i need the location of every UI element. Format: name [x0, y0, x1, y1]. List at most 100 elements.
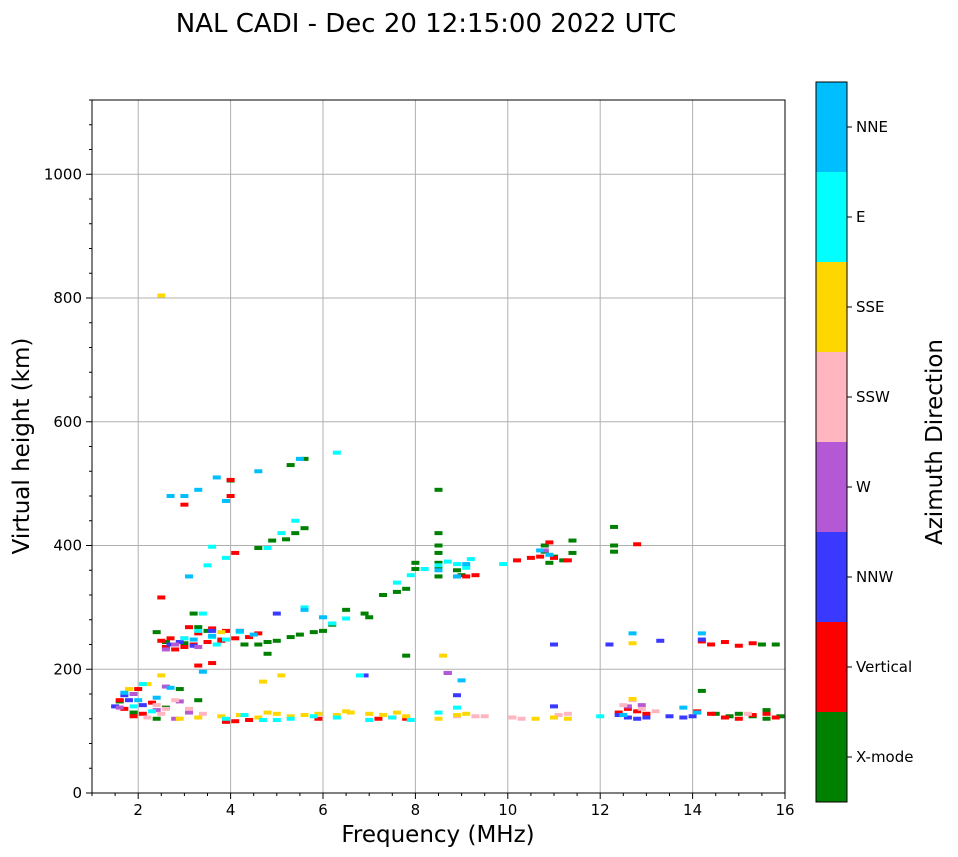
- point-x-mode: [762, 708, 771, 713]
- point-w: [171, 716, 180, 721]
- point-vertical: [226, 477, 235, 482]
- point-nne: [189, 637, 198, 642]
- colorbar-tick-label: Vertical: [856, 658, 912, 676]
- point-e: [208, 544, 217, 549]
- point-e: [365, 717, 374, 722]
- point-e: [203, 563, 212, 568]
- point-nnw: [605, 642, 614, 647]
- point-nne: [152, 695, 161, 700]
- point-x-mode: [161, 640, 170, 645]
- y-tick-label: 0: [72, 784, 82, 802]
- point-ssw: [152, 703, 161, 708]
- point-ssw: [517, 716, 526, 721]
- point-x-mode: [342, 607, 351, 612]
- point-e: [332, 450, 341, 455]
- point-nne: [166, 494, 175, 498]
- point-x-mode: [610, 543, 619, 548]
- point-vertical: [707, 642, 716, 647]
- point-x-mode: [360, 611, 369, 616]
- point-e: [221, 637, 230, 642]
- point-nne: [194, 487, 203, 492]
- point-vertical: [720, 715, 729, 720]
- point-e: [452, 562, 461, 567]
- point-nnw: [138, 703, 147, 708]
- point-w: [194, 644, 203, 649]
- point-nne: [545, 552, 554, 557]
- point-sse: [434, 716, 443, 721]
- point-ssw: [744, 711, 753, 716]
- point-e: [342, 616, 351, 621]
- point-vertical: [231, 719, 240, 724]
- point-ssw: [198, 711, 207, 716]
- point-ssw: [651, 709, 660, 714]
- point-x-mode: [411, 560, 420, 565]
- point-w: [175, 699, 184, 704]
- point-sse: [217, 714, 226, 719]
- colorbar-tick-label: NNW: [856, 568, 893, 586]
- point-e: [443, 559, 452, 564]
- y-tick-label: 1000: [44, 165, 82, 183]
- point-vertical: [254, 631, 263, 636]
- point-e: [291, 518, 300, 523]
- point-x-mode: [300, 526, 309, 531]
- point-x-mode: [300, 456, 309, 461]
- point-nne: [249, 632, 258, 637]
- point-ssw: [563, 711, 572, 716]
- point-x-mode: [282, 537, 291, 542]
- point-vertical: [748, 641, 757, 646]
- point-vertical: [203, 640, 212, 645]
- point-sse: [258, 679, 267, 684]
- colorbar-segment-nne: [816, 82, 847, 172]
- point-vertical: [734, 716, 743, 721]
- point-vertical: [374, 716, 383, 721]
- point-sse: [143, 682, 152, 687]
- point-x-mode: [725, 714, 734, 719]
- point-x-mode: [734, 711, 743, 716]
- point-x-mode: [434, 543, 443, 548]
- point-sse: [452, 713, 461, 718]
- point-x-mode: [286, 463, 295, 468]
- point-nne: [185, 574, 194, 579]
- point-vertical: [545, 540, 554, 545]
- y-tick-label: 400: [53, 537, 82, 555]
- point-vertical: [208, 661, 217, 666]
- point-x-mode: [434, 560, 443, 565]
- point-w: [129, 692, 138, 696]
- y-tick-label: 200: [53, 660, 82, 678]
- point-sse: [254, 715, 263, 720]
- point-e: [462, 565, 471, 570]
- point-w: [115, 705, 124, 710]
- point-x-mode: [757, 642, 766, 647]
- chart-title: NAL CADI - Dec 20 12:15:00 2022 UTC: [176, 9, 676, 39]
- point-nne: [536, 548, 545, 553]
- point-vertical: [129, 714, 138, 719]
- point-vertical: [633, 542, 642, 547]
- point-x-mode: [771, 642, 780, 647]
- colorbar-tick-label: SSW: [856, 388, 890, 406]
- point-x-mode: [545, 560, 554, 565]
- point-x-mode: [152, 716, 161, 721]
- point-x-mode: [411, 567, 420, 572]
- point-nne: [462, 562, 471, 567]
- point-e: [212, 642, 221, 647]
- point-w: [443, 670, 452, 675]
- point-w: [152, 708, 161, 713]
- data-points: [111, 293, 785, 724]
- point-vertical: [208, 626, 217, 631]
- point-nne: [212, 475, 221, 480]
- point-vertical: [231, 550, 240, 555]
- point-x-mode: [203, 628, 212, 633]
- point-sse: [157, 673, 166, 678]
- x-axis-ticks: 2 4 6 8 10 12 14 16: [91, 793, 795, 819]
- point-e: [406, 573, 415, 578]
- point-nnw: [208, 628, 217, 633]
- point-nnw: [120, 693, 129, 698]
- point-x-mode: [263, 640, 272, 645]
- point-x-mode: [268, 538, 277, 543]
- point-x-mode: [189, 611, 198, 616]
- point-sse: [277, 673, 286, 678]
- point-vertical: [402, 716, 411, 721]
- y-axis-ticks: 0 200 400 600 800 1000: [44, 99, 92, 802]
- colorbar-tick-label: SSE: [856, 298, 885, 316]
- point-vertical: [166, 636, 175, 641]
